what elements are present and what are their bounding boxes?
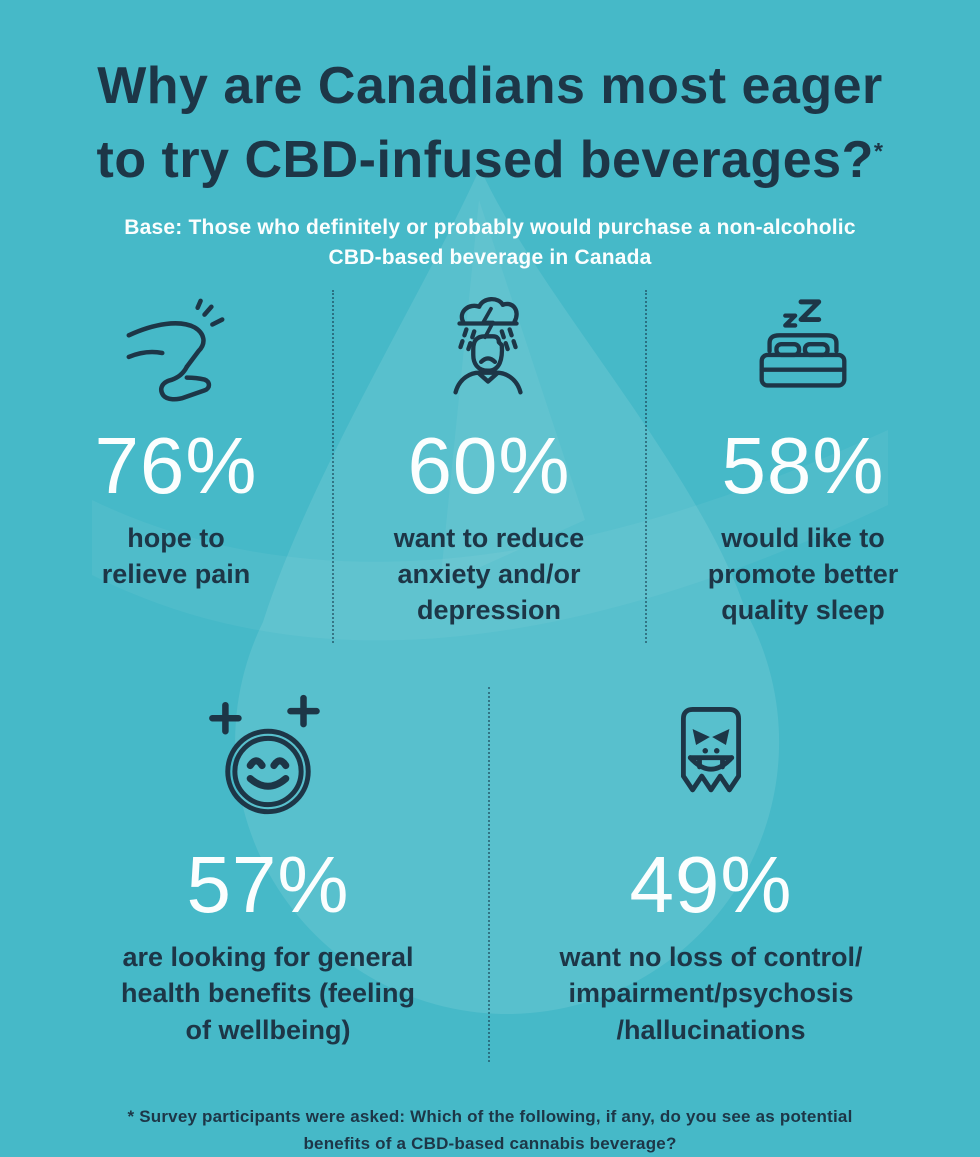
- stats-row-1: 76% hope to relieve pain: [0, 289, 980, 643]
- title-asterisk: *: [873, 137, 884, 164]
- stat-card-no-loss-of-control: 49% want no loss of control/ impairment/…: [490, 687, 932, 1062]
- stat-label: would like to promote better quality sle…: [707, 522, 899, 626]
- stat-label: want no loss of control/ impairment/psyc…: [559, 941, 863, 1045]
- sleep-icon: [742, 294, 864, 422]
- psychosis-icon: [642, 691, 780, 841]
- title-line2: to try CBD-infused beverages?: [96, 130, 874, 189]
- stat-percent: 58%: [721, 420, 885, 510]
- stat-label: want to reduce anxiety and/or depression: [393, 522, 585, 626]
- header: Why are Canadians most eager to try CBD-…: [0, 0, 980, 274]
- stat-percent: 57%: [186, 839, 350, 929]
- title-line1: Why are Canadians most eager: [97, 57, 883, 115]
- stat-card-quality-sleep: 58% would like to promote better quality…: [647, 290, 960, 643]
- stat-card-general-health: 57% are looking for general health benef…: [48, 686, 490, 1063]
- stat-card-anxiety-depression: 60% want to reduce anxiety and/or depres…: [334, 289, 647, 643]
- stat-card-relieve-pain: 76% hope to relieve pain: [21, 289, 334, 643]
- stat-percent: 60%: [407, 420, 571, 510]
- base-note: Base: Those who definitely or probably w…: [124, 215, 856, 270]
- stat-percent: 76%: [94, 420, 258, 510]
- survey-footnote: * Survey participants were asked: Which …: [127, 1107, 853, 1153]
- stats-row-2: 57% are looking for general health benef…: [0, 686, 980, 1063]
- depression-icon: [430, 294, 548, 422]
- leg-pain-icon: [117, 294, 235, 422]
- stat-label: are looking for general health benefits …: [120, 941, 416, 1045]
- page-title: Why are Canadians most eager to try CBD-…: [0, 50, 980, 198]
- stat-label: hope to relieve pain: [101, 522, 251, 589]
- stat-percent: 49%: [629, 839, 793, 929]
- wellbeing-icon: [197, 691, 339, 841]
